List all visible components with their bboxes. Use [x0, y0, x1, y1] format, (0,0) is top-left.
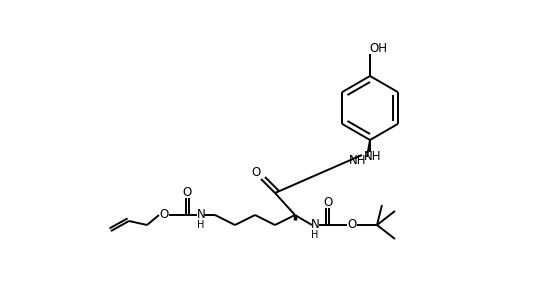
Text: O: O: [347, 219, 357, 232]
Text: O: O: [251, 165, 260, 178]
Text: H: H: [311, 230, 319, 240]
Text: H: H: [197, 220, 205, 230]
Text: NH: NH: [364, 150, 382, 163]
Text: OH: OH: [369, 41, 387, 54]
Text: N: N: [197, 208, 206, 221]
Text: O: O: [183, 185, 192, 198]
Text: O: O: [323, 195, 333, 208]
Text: O: O: [160, 208, 169, 221]
Text: N: N: [311, 219, 319, 232]
Text: NH: NH: [349, 153, 367, 166]
